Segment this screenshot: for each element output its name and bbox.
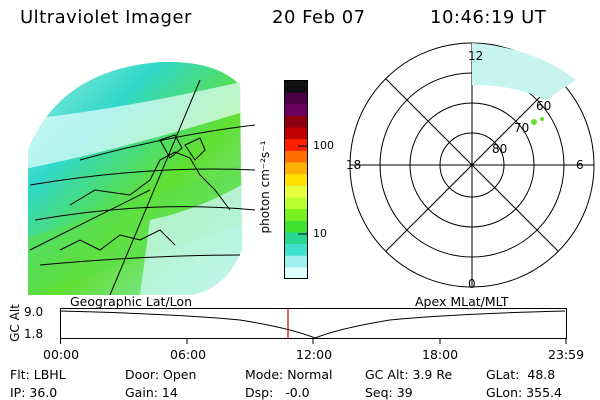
- colorbar-band: [285, 139, 307, 152]
- apex-label: Apex MLat/MLT: [415, 294, 509, 309]
- geographic-label: Geographic Lat/Lon: [70, 294, 192, 309]
- gain-status: Gain: 14: [125, 385, 178, 400]
- time-tick-1200: 12:00: [296, 347, 333, 362]
- image-time: 10:46:19 UT: [430, 7, 547, 28]
- instrument-title: Ultraviolet Imager: [20, 7, 192, 28]
- colorbar-band: [285, 267, 307, 280]
- intensity-colorbar: [284, 80, 308, 280]
- mlt-label-18: 18: [346, 158, 361, 172]
- colorbar-tick-10: 10: [313, 227, 327, 240]
- filter-status: Flt: LBHL: [10, 367, 66, 382]
- colorbar-band: [285, 209, 307, 222]
- ip-status: IP: 36.0: [10, 385, 58, 400]
- gc-alt-axis-label: GC Alt: [7, 304, 22, 342]
- colorbar-band: [285, 220, 307, 233]
- colorbar-band: [285, 81, 307, 94]
- gc-alt-tick-1-8: 1.8: [24, 327, 44, 341]
- lat-label-70: 70: [514, 121, 529, 135]
- colorbar-unit-label: photon cm⁻²s⁻¹: [258, 140, 272, 234]
- orbit-timeline: [60, 308, 567, 344]
- colorbar-band: [285, 244, 307, 257]
- colorbar-band: [285, 127, 307, 140]
- colorbar-band: [285, 185, 307, 198]
- colorbar-band: [285, 162, 307, 175]
- gc-alt-status: GC Alt: 3.9 Re: [365, 367, 453, 382]
- colorbar-band: [285, 232, 307, 245]
- colorbar-band: [285, 92, 307, 105]
- mode-status: Mode: Normal: [245, 367, 333, 382]
- colorbar-band: [285, 197, 307, 210]
- time-tick-0000: 00:00: [43, 347, 80, 362]
- lat-label-60: 60: [536, 99, 551, 113]
- polar-plot: 12 0 18 6 60 70 80: [346, 42, 595, 290]
- glat-status: GLat: 48.8: [486, 367, 556, 382]
- colorbar-band: [285, 174, 307, 187]
- dsp-status: Dsp: -0.0: [245, 385, 310, 400]
- colorbar-band: [285, 255, 307, 268]
- mlt-label-0: 0: [468, 277, 476, 290]
- time-tick-0600: 06:00: [170, 347, 207, 362]
- glon-status: GLon: 355.4: [486, 385, 562, 400]
- colorbar-tick-100: 100: [313, 139, 334, 152]
- mlt-label-12: 12: [468, 49, 483, 63]
- geographic-image: [28, 61, 256, 295]
- time-tick-2359: 23:59: [548, 347, 585, 362]
- mlt-label-6: 6: [576, 158, 584, 172]
- colorbar-band: [285, 104, 307, 117]
- seq-status: Seq: 39: [365, 385, 413, 400]
- gc-alt-tick-9: 9.0: [24, 305, 44, 319]
- colorbar-band: [285, 115, 307, 129]
- time-tick-1800: 18:00: [422, 347, 459, 362]
- image-date: 20 Feb 07: [272, 7, 366, 28]
- lat-label-80: 80: [492, 142, 507, 156]
- door-status: Door: Open: [125, 367, 197, 382]
- colorbar-band: [285, 150, 307, 164]
